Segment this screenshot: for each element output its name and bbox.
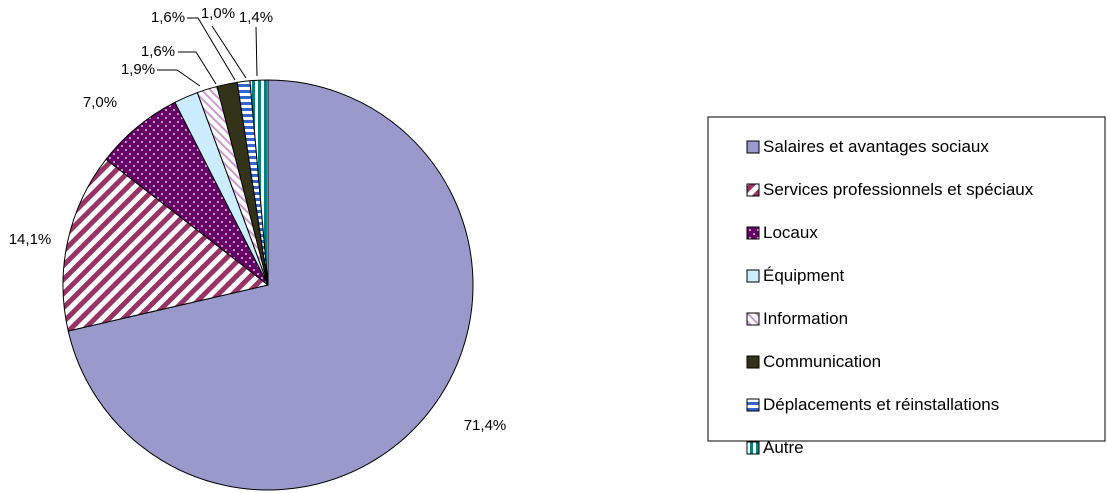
legend-swatch-deplacements-et-reinstallations (747, 399, 759, 411)
legend-label-information: Information (763, 309, 848, 328)
slice-value-label-salaires-et-avantages-sociaux: 71,4% (464, 417, 507, 434)
slice-value-label-communication: 1,6% (151, 9, 185, 26)
legend-swatch-information (747, 313, 759, 325)
legend-label-services-professionnels-et-speciaux: Services professionnels et spéciaux (763, 180, 1034, 199)
legend-label-locaux: Locaux (763, 223, 818, 242)
legend-label-communication: Communication (763, 352, 881, 371)
legend-label-salaires-et-avantages-sociaux: Salaires et avantages sociaux (763, 137, 989, 156)
slice-value-label-equipment: 1,9% (121, 61, 155, 78)
legend-swatch-equipment (747, 270, 759, 282)
legend-swatch-services-professionnels-et-speciaux (747, 184, 759, 196)
legend-swatch-locaux (747, 227, 759, 239)
slice-value-label-locaux: 7,0% (83, 94, 117, 111)
legend-label-equipment: Équipment (763, 266, 845, 285)
slice-value-label-deplacements-et-reinstallations: 1,0% (201, 5, 235, 22)
legend-swatch-communication (747, 356, 759, 368)
leader-line-information (178, 52, 216, 84)
legend-label-deplacements-et-reinstallations: Déplacements et réinstallations (763, 395, 999, 414)
legend-swatch-salaires-et-avantages-sociaux (747, 141, 759, 153)
leader-line-communication (187, 18, 235, 80)
slice-value-label-services-professionnels-et-speciaux: 14,1% (9, 231, 52, 248)
leader-line-equipment (157, 70, 200, 86)
slice-value-label-autre: 1,4% (239, 9, 273, 26)
slice-value-label-information: 1,6% (141, 43, 175, 60)
leader-line-autre (256, 27, 257, 76)
pie-slices (63, 80, 473, 490)
legend: Salaires et avantages sociaux Services pr… (708, 117, 1105, 457)
legend-label-autre: Autre (763, 438, 804, 457)
legend-swatch-autre (747, 442, 759, 454)
